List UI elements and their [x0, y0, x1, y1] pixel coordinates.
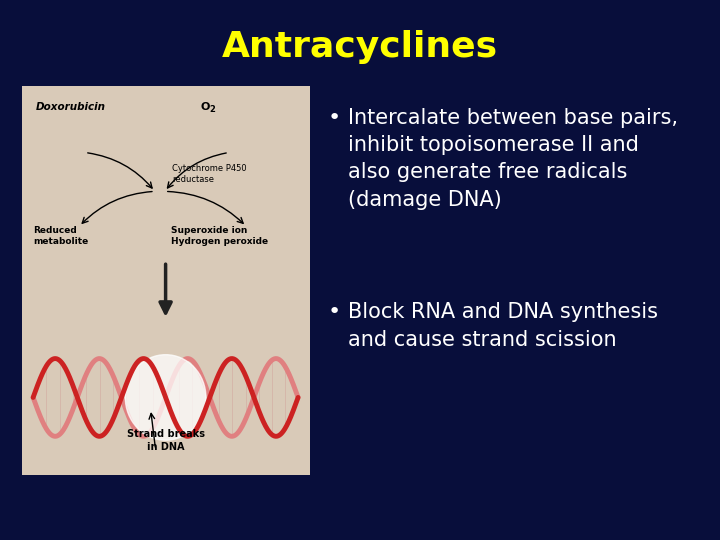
- Text: 2: 2: [209, 105, 215, 114]
- Text: •: •: [328, 302, 341, 322]
- Text: Cytochrome P450
reductase: Cytochrome P450 reductase: [172, 164, 246, 184]
- Ellipse shape: [125, 355, 206, 440]
- Text: O: O: [200, 102, 210, 112]
- Text: Antracyclines: Antracyclines: [222, 30, 498, 64]
- Text: •: •: [328, 108, 341, 128]
- Text: Superoxide ion
Hydrogen peroxide: Superoxide ion Hydrogen peroxide: [171, 226, 269, 246]
- Bar: [22, 86, 310, 475]
- Text: Block RNA and DNA synthesis
and cause strand scission: Block RNA and DNA synthesis and cause st…: [348, 302, 657, 349]
- Text: Intercalate between base pairs,
inhibit topoisomerase II and
also generate free : Intercalate between base pairs, inhibit …: [348, 108, 678, 210]
- Text: Reduced
metabolite: Reduced metabolite: [33, 226, 89, 246]
- Text: Doxorubicin: Doxorubicin: [36, 102, 106, 112]
- Text: Strand breaks
in DNA: Strand breaks in DNA: [127, 429, 204, 452]
